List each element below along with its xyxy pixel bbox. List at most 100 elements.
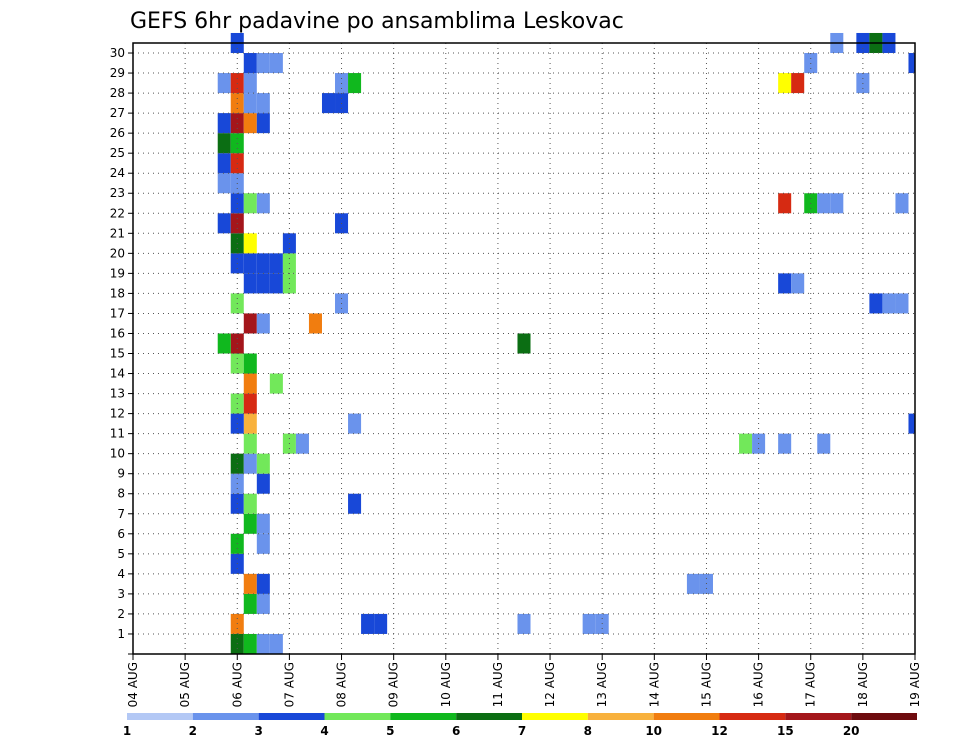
heatmap-cell — [791, 273, 805, 294]
heatmap-cell — [217, 213, 231, 234]
y-tick-label: 24 — [110, 166, 125, 180]
colorbar-swatch — [258, 713, 325, 720]
heatmap-cell — [243, 633, 257, 654]
heatmap-cell — [778, 73, 792, 94]
colorbar-label: 2 — [189, 724, 197, 738]
colorbar-legend: 1 2 3 4 5 6 7 8 10 12 15 20 — [123, 713, 917, 738]
heatmap-cell — [256, 253, 270, 274]
x-tick-label: 13 AUG — [595, 662, 609, 707]
heatmap-cell — [739, 433, 753, 454]
x-tick-label: 15 AUG — [699, 662, 713, 707]
y-tick-label: 23 — [110, 186, 125, 200]
heatmap-cell — [256, 513, 270, 534]
heatmap-cell — [778, 433, 792, 454]
heatmap-cell — [791, 73, 805, 94]
heatmap-cell — [256, 273, 270, 294]
y-tick-label: 17 — [110, 306, 125, 320]
heatmap-cell — [243, 253, 257, 274]
heatmap-cell — [830, 193, 844, 214]
heatmap-cell — [269, 373, 283, 394]
heatmap-cell — [374, 613, 388, 634]
x-tick-label: 16 AUG — [752, 662, 766, 707]
heatmap-cell — [582, 613, 596, 634]
heatmap-cell — [243, 573, 257, 594]
heatmap-cell — [517, 613, 531, 634]
heatmap-cell — [243, 453, 257, 474]
heatmap-cell — [243, 233, 257, 254]
heatmap-cell — [817, 193, 831, 214]
plot-frame — [132, 42, 916, 655]
colorbar-label: 20 — [843, 724, 860, 738]
heatmap-cell — [217, 133, 231, 154]
heatmap-cell — [348, 413, 362, 434]
x-tick-label: 05 AUG — [178, 662, 192, 707]
heatmap-cell — [817, 433, 831, 454]
y-tick-label: 5 — [117, 547, 125, 561]
heatmap-cell — [243, 393, 257, 414]
heatmap-cell — [269, 53, 283, 74]
x-tick-label: 04 AUG — [126, 662, 140, 707]
heatmap-cell — [217, 153, 231, 174]
heatmap-cell — [243, 493, 257, 514]
colorbar-label: 1 — [123, 724, 131, 738]
heatmap-cell — [269, 273, 283, 294]
y-tick-label: 27 — [110, 106, 125, 120]
colorbar-swatch — [390, 713, 457, 720]
x-tick-label: 09 AUG — [387, 662, 401, 707]
heatmap-cell — [908, 53, 915, 74]
heatmap-cell — [256, 313, 270, 334]
colorbar-label: 8 — [584, 724, 592, 738]
colorbar-swatch — [127, 713, 193, 720]
y-tick-label: 2 — [117, 607, 125, 621]
x-tick-label: 08 AUG — [335, 662, 349, 707]
heatmap-cell — [243, 373, 257, 394]
y-tick-label: 12 — [110, 407, 125, 421]
y-tick-label: 10 — [110, 447, 125, 461]
heatmap-cell — [243, 513, 257, 534]
y-tick-label: 13 — [110, 387, 125, 401]
heatmap-cell — [243, 73, 257, 94]
heatmap-cell — [256, 453, 270, 474]
x-tick-label: 07 AUG — [282, 662, 296, 707]
heatmap-cell — [217, 113, 231, 134]
y-tick-label: 29 — [110, 66, 125, 80]
x-tick-label: 17 AUG — [804, 662, 818, 707]
heatmap-cell — [361, 613, 375, 634]
colorbar-label: 12 — [711, 724, 728, 738]
heatmap-cell — [217, 333, 231, 354]
heatmap-cell — [243, 193, 257, 214]
colorbar-label: 15 — [777, 724, 794, 738]
y-tick-label: 3 — [117, 587, 125, 601]
y-tick-label: 18 — [110, 286, 125, 300]
grid-lines — [133, 43, 915, 654]
heatmap-cell — [243, 53, 257, 74]
y-tick-label: 9 — [117, 467, 125, 481]
y-tick-label: 8 — [117, 487, 125, 501]
colorbar-swatch — [587, 713, 654, 720]
x-tick-label: 06 AUG — [230, 662, 244, 707]
heatmap-cell — [269, 633, 283, 654]
y-tick-label: 7 — [117, 507, 125, 521]
y-axis: 1234567891011121314151617181920212223242… — [110, 46, 133, 655]
heatmap-cell — [256, 593, 270, 614]
heatmap-cell — [243, 273, 257, 294]
heatmap-cell — [517, 333, 531, 354]
heatmap-cell — [243, 413, 257, 434]
y-tick-label: 22 — [110, 206, 125, 220]
heatmap-cell — [348, 493, 362, 514]
y-tick-label: 26 — [110, 126, 125, 140]
heatmap-cell — [243, 313, 257, 334]
data-cells — [217, 32, 915, 654]
x-tick-label: 19 AUG — [908, 662, 922, 707]
heatmap-cell — [895, 293, 909, 314]
heatmap-cell — [256, 573, 270, 594]
colorbar-label: 7 — [518, 724, 526, 738]
y-tick-label: 4 — [117, 567, 125, 581]
y-tick-label: 15 — [110, 347, 125, 361]
heatmap-cell — [243, 93, 257, 114]
x-tick-label: 11 AUG — [491, 662, 505, 707]
heatmap-cell — [256, 473, 270, 494]
y-tick-label: 25 — [110, 146, 125, 160]
colorbar-label: 5 — [386, 724, 394, 738]
